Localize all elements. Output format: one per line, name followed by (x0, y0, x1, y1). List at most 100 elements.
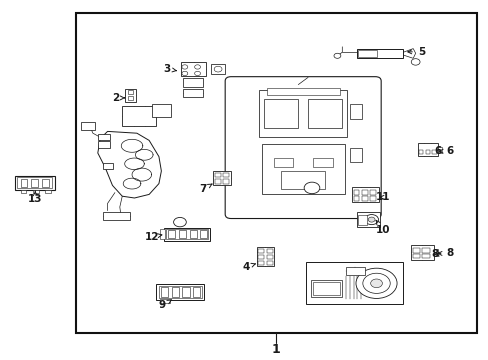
Bar (345, 267, 365, 275)
Bar (159, 286, 202, 298)
Bar (98, 141, 110, 148)
Bar (81, 122, 95, 130)
Bar (42, 179, 49, 187)
Bar (214, 173, 220, 177)
Bar (266, 261, 272, 265)
Bar (417, 143, 437, 156)
Polygon shape (98, 131, 161, 198)
Text: 8: 8 (437, 248, 453, 258)
Bar (223, 173, 229, 177)
Bar (163, 228, 210, 241)
Bar (160, 229, 164, 239)
Text: 6: 6 (438, 146, 453, 156)
Bar (171, 287, 179, 297)
Bar (127, 96, 133, 100)
Text: 5: 5 (407, 47, 424, 57)
Bar (156, 284, 204, 300)
Bar (183, 78, 203, 87)
Bar (98, 134, 110, 140)
Bar (412, 248, 419, 253)
Bar (425, 150, 429, 154)
Bar (45, 190, 51, 193)
Bar (351, 187, 378, 202)
Bar (418, 150, 423, 154)
Bar (200, 230, 207, 238)
Bar (102, 163, 113, 169)
Bar (256, 247, 273, 266)
Bar (20, 179, 27, 187)
Bar (273, 158, 293, 167)
Bar (310, 280, 342, 297)
Circle shape (333, 53, 340, 58)
Bar (358, 50, 376, 57)
Bar (437, 147, 441, 153)
Bar (361, 190, 367, 195)
Bar (307, 99, 342, 128)
Bar (31, 179, 38, 187)
Bar (179, 230, 185, 238)
Circle shape (367, 217, 374, 222)
Circle shape (364, 215, 378, 225)
Bar (356, 212, 380, 227)
Bar (257, 249, 264, 253)
Text: 10: 10 (375, 220, 390, 235)
Text: 6: 6 (434, 146, 441, 156)
Bar (33, 190, 39, 193)
Bar (412, 254, 419, 258)
Bar (422, 254, 429, 258)
Text: 4: 4 (242, 262, 255, 272)
Bar (257, 255, 264, 259)
Bar (305, 262, 403, 304)
FancyBboxPatch shape (224, 77, 381, 219)
Bar (168, 230, 175, 238)
Bar (358, 215, 366, 225)
Circle shape (182, 65, 187, 69)
Text: 2: 2 (112, 93, 124, 103)
Bar (257, 261, 264, 265)
Bar (160, 299, 170, 303)
Bar (102, 212, 129, 220)
Circle shape (304, 182, 319, 194)
Bar (125, 89, 136, 102)
Bar (151, 104, 171, 117)
Bar (369, 190, 375, 195)
Bar (181, 62, 206, 76)
Circle shape (362, 273, 389, 293)
Bar (20, 190, 26, 193)
Bar (76, 13, 476, 333)
Text: 7: 7 (199, 184, 212, 194)
Bar (281, 171, 325, 189)
Bar (369, 196, 375, 201)
Bar (211, 64, 224, 74)
Bar (17, 177, 52, 188)
Text: 3: 3 (163, 64, 176, 74)
Bar (349, 148, 361, 162)
Bar (223, 179, 229, 184)
Bar (161, 287, 168, 297)
Text: 13: 13 (28, 191, 42, 204)
Circle shape (182, 71, 187, 76)
Bar (433, 249, 437, 256)
Bar (410, 245, 433, 260)
Text: 1: 1 (271, 343, 280, 356)
Bar (266, 88, 339, 95)
Bar (349, 104, 361, 119)
Bar (212, 171, 231, 185)
Bar (122, 106, 156, 126)
Text: 9: 9 (159, 300, 171, 310)
Bar (353, 196, 359, 201)
Bar (266, 249, 272, 253)
Circle shape (173, 217, 186, 227)
Bar (312, 282, 339, 295)
Bar (193, 287, 200, 297)
Circle shape (194, 71, 200, 76)
Bar (431, 150, 436, 154)
Bar (264, 99, 298, 128)
Bar (266, 255, 272, 259)
Circle shape (355, 268, 396, 298)
Text: 8: 8 (431, 249, 438, 259)
Bar (183, 89, 203, 97)
Circle shape (214, 66, 222, 72)
Text: 12: 12 (144, 232, 162, 242)
Circle shape (194, 65, 200, 69)
